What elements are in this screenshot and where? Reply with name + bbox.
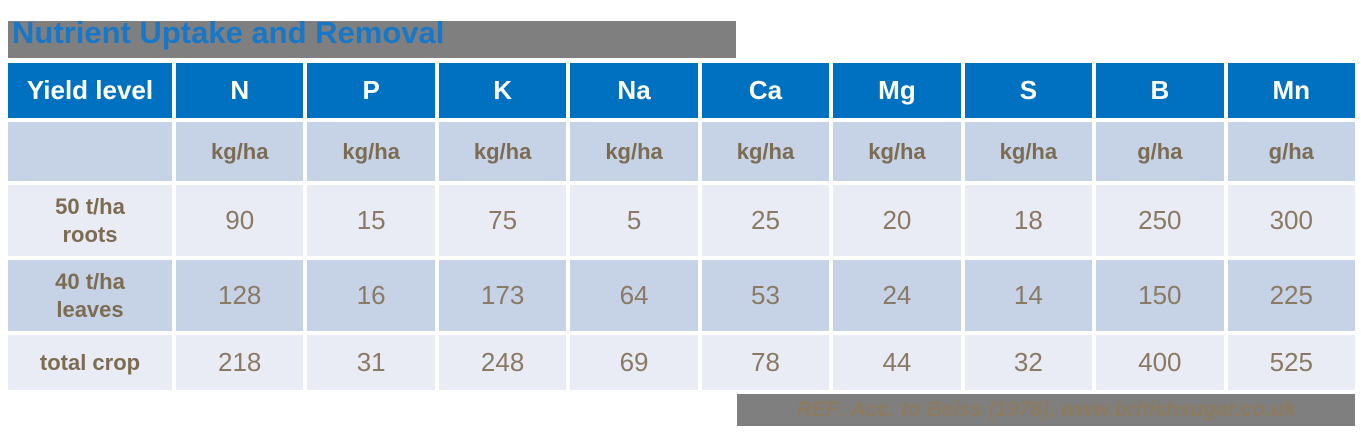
cell-total-k: 248	[438, 335, 567, 390]
cell-total-n: 218	[176, 335, 304, 390]
unit-cell-s: kg/ha	[964, 122, 1093, 181]
column-header-b: B	[1096, 63, 1224, 118]
column-header-yield-level: Yield level	[8, 63, 172, 118]
cell-total-s: 32	[964, 335, 1093, 390]
row-label-total-crop: total crop	[8, 335, 172, 390]
cell-roots-p: 15	[307, 185, 435, 256]
cell-leaves-ca: 53	[701, 260, 830, 331]
cell-total-mn: 525	[1227, 335, 1355, 390]
cell-total-na: 69	[570, 335, 698, 390]
unit-cell-empty	[8, 122, 172, 181]
cell-leaves-mg: 24	[833, 260, 961, 331]
unit-cell-p: kg/ha	[307, 122, 435, 181]
cell-roots-b: 250	[1096, 185, 1224, 256]
cell-roots-s: 18	[964, 185, 1093, 256]
unit-cell-ca: kg/ha	[701, 122, 830, 181]
cell-leaves-k: 173	[438, 260, 567, 331]
reference-text: REF: Acc. to Beiss (1978), www.britishsu…	[796, 398, 1296, 421]
unit-cell-mn: g/ha	[1227, 122, 1355, 181]
column-header-k: K	[438, 63, 567, 118]
column-header-s: S	[964, 63, 1093, 118]
cell-roots-ca: 25	[701, 185, 830, 256]
cell-total-b: 400	[1096, 335, 1224, 390]
cell-leaves-p: 16	[307, 260, 435, 331]
cell-leaves-n: 128	[176, 260, 304, 331]
unit-cell-mg: kg/ha	[833, 122, 961, 181]
cell-leaves-na: 64	[570, 260, 698, 331]
column-header-mn: Mn	[1227, 63, 1355, 118]
cell-total-mg: 44	[833, 335, 961, 390]
column-header-ca: Ca	[701, 63, 830, 118]
cell-roots-n: 90	[176, 185, 304, 256]
column-header-n: N	[176, 63, 304, 118]
cell-roots-k: 75	[438, 185, 567, 256]
unit-cell-k: kg/ha	[438, 122, 567, 181]
cell-roots-na: 5	[570, 185, 698, 256]
row-label-roots: 50 t/ha roots	[8, 185, 172, 256]
unit-cell-na: kg/ha	[570, 122, 698, 181]
title-bar: Nutrient Uptake and Removal	[8, 15, 736, 58]
cell-leaves-mn: 225	[1227, 260, 1355, 331]
column-header-na: Na	[570, 63, 698, 118]
cell-roots-mn: 300	[1227, 185, 1355, 256]
reference-bar: REF: Acc. to Beiss (1978), www.britishsu…	[737, 394, 1355, 426]
cell-total-ca: 78	[701, 335, 830, 390]
row-label-leaves: 40 t/ha leaves	[8, 260, 172, 331]
unit-cell-n: kg/ha	[176, 122, 304, 181]
cell-total-p: 31	[307, 335, 435, 390]
unit-cell-b: g/ha	[1096, 122, 1224, 181]
page-title: Nutrient Uptake and Removal	[12, 15, 445, 50]
nutrient-table: Yield level N P K Na Ca Mg S B Mn kg/ha …	[8, 63, 1355, 390]
column-header-mg: Mg	[833, 63, 961, 118]
cell-leaves-s: 14	[964, 260, 1093, 331]
cell-leaves-b: 150	[1096, 260, 1224, 331]
column-header-p: P	[307, 63, 435, 118]
cell-roots-mg: 20	[833, 185, 961, 256]
